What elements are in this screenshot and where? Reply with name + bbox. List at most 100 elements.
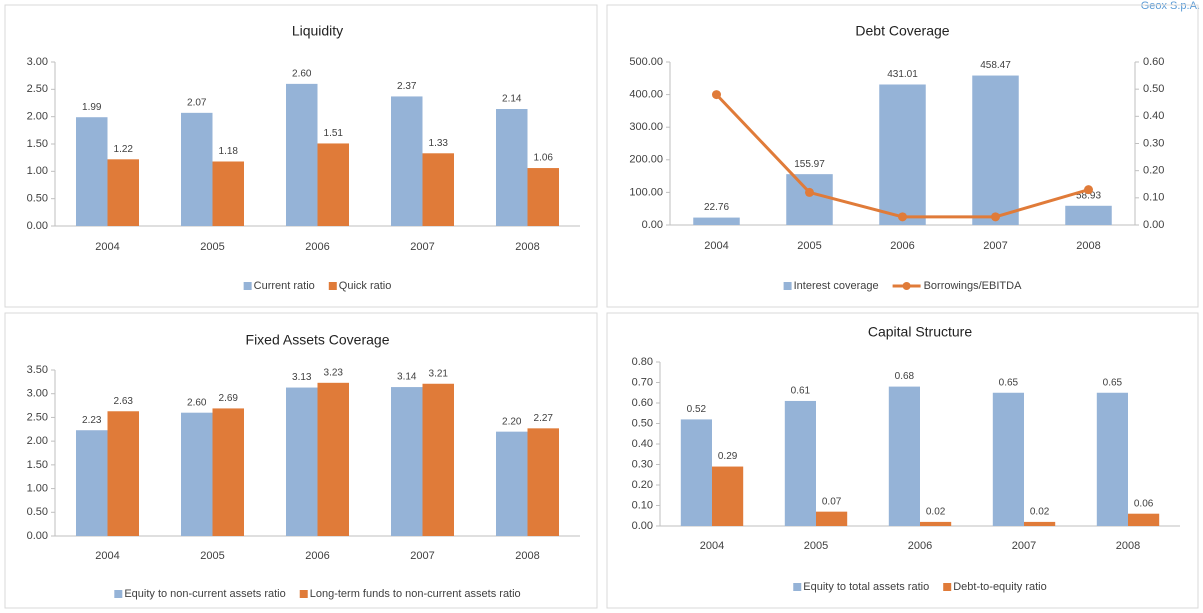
data-label: 2.27: [534, 413, 554, 424]
panel-border: [606, 4, 1199, 308]
bar: [212, 408, 244, 536]
y-tick-label: 1.00: [27, 482, 48, 494]
chart-panel: Capital Structure 0.00 0.10 0.20 0.30 0.40 0.5…: [606, 312, 1199, 609]
line-marker: [1084, 185, 1093, 195]
bar: [879, 84, 926, 225]
bar: [496, 431, 528, 536]
data-label: 3.21: [429, 368, 449, 379]
x-tick-label: 2006: [305, 550, 329, 562]
chart-panel: Fixed Assets Coverage 0.00 0.50 1.00 1.50 2.0…: [4, 312, 598, 609]
chart-title: Liquidity: [292, 23, 343, 39]
data-label: 1.18: [219, 146, 239, 157]
x-tick-label: 2005: [804, 540, 828, 552]
x-tick-label: 2007: [410, 241, 434, 253]
bar: [391, 387, 423, 536]
bar: [992, 392, 1024, 526]
x-tick-label: 2008: [515, 550, 539, 562]
chart-title: Debt Coverage: [855, 23, 949, 39]
bar: [76, 430, 108, 536]
legend: Current ratio Quick ratio: [243, 280, 392, 292]
legend-swatch: [114, 590, 123, 598]
x-tick-label: 2004: [700, 540, 724, 552]
y-tick-label: 0.20: [632, 479, 653, 491]
data-label: 2.60: [187, 397, 207, 408]
bar: [712, 466, 744, 526]
bar: [1096, 392, 1128, 526]
y-tick-label: 0.80: [632, 356, 653, 368]
data-label: 458.47: [980, 60, 1011, 71]
bar: [527, 428, 559, 536]
legend-label: Current ratio: [254, 280, 315, 292]
y-tick-label: 0.30: [632, 458, 653, 470]
data-label: 431.01: [887, 69, 918, 80]
data-label: 0.65: [999, 377, 1019, 388]
data-label: 0.61: [791, 386, 811, 397]
data-label: 1.99: [82, 102, 102, 113]
data-label: 22.76: [704, 202, 729, 213]
y-tick-label: 0.40: [632, 438, 653, 450]
y-tick-label: 0.00: [27, 530, 48, 542]
y2-tick-label: 0.60: [1143, 56, 1164, 68]
x-tick-label: 2005: [200, 241, 224, 253]
bar: [317, 382, 349, 536]
y-tick-label: 1.50: [27, 138, 48, 150]
legend: Equity to non-current assets ratio Long-t…: [114, 588, 521, 600]
x-tick-label: 2008: [1116, 540, 1140, 552]
y2-tick-label: 0.30: [1143, 137, 1164, 149]
y-tick-label: 3.00: [27, 56, 48, 68]
y-tick-label: 3.00: [27, 388, 48, 400]
chart-title: Capital Structure: [868, 324, 972, 340]
bar: [107, 411, 139, 536]
legend-swatch: [783, 282, 792, 290]
bar: [496, 109, 528, 226]
data-label: 1.06: [534, 153, 554, 164]
legend-label: Equity to non-current assets ratio: [124, 588, 285, 600]
y-tick-label: 100.00: [629, 186, 663, 198]
y-tick-label: 2.00: [27, 435, 48, 447]
x-tick-label: 2006: [890, 240, 914, 252]
data-label: 0.29: [718, 451, 738, 462]
data-label: 3.14: [397, 372, 417, 383]
data-label: 2.63: [114, 396, 134, 407]
line-marker: [805, 187, 814, 197]
x-tick-label: 2008: [1076, 240, 1100, 252]
y-tick-label: 3.50: [27, 364, 48, 376]
y-tick-label: 2.50: [27, 411, 48, 423]
legend-swatch: [943, 583, 952, 591]
bar: [107, 159, 139, 226]
bar: [784, 400, 816, 526]
y-tick-label: 2.00: [27, 111, 48, 123]
y-tick-label: 0.50: [27, 506, 48, 518]
bar: [816, 511, 848, 526]
bar: [317, 143, 349, 226]
legend-label: Borrowings/EBITDA: [924, 280, 1022, 292]
y-tick-label: 2.50: [27, 83, 48, 95]
legend-label: Long-term funds to non-current assets ra…: [310, 588, 521, 600]
y2-tick-label: 0.50: [1143, 83, 1164, 95]
y2-tick-label: 0.00: [1143, 219, 1164, 231]
x-tick-label: 2005: [797, 240, 821, 252]
bar: [181, 412, 213, 536]
legend-label: Debt-to-equity ratio: [953, 581, 1047, 593]
x-tick-label: 2007: [410, 550, 434, 562]
bar: [1065, 205, 1112, 225]
y2-tick-label: 0.10: [1143, 192, 1164, 204]
x-tick-label: 2004: [95, 550, 119, 562]
y2-tick-label: 0.20: [1143, 165, 1164, 177]
chart-title: Fixed Assets Coverage: [246, 332, 390, 348]
y-tick-label: 0.00: [632, 520, 653, 532]
data-label: 0.52: [687, 404, 707, 415]
x-tick-label: 2004: [704, 240, 728, 252]
legend: Interest coverage Borrowings/EBITDA: [783, 280, 1022, 292]
chart-panel: Liquidity 0.00 0.50 1.00 1.50 2.00 2.50 3.00 200…: [4, 4, 598, 308]
data-label: 155.97: [794, 159, 825, 170]
bar: [422, 153, 454, 226]
legend-swatch: [793, 583, 802, 591]
data-label: 1.22: [114, 144, 134, 155]
bar: [693, 217, 740, 225]
legend-label: Quick ratio: [339, 280, 392, 292]
data-label: 2.60: [292, 69, 312, 80]
data-label: 2.37: [397, 81, 417, 92]
x-tick-label: 2006: [908, 540, 932, 552]
